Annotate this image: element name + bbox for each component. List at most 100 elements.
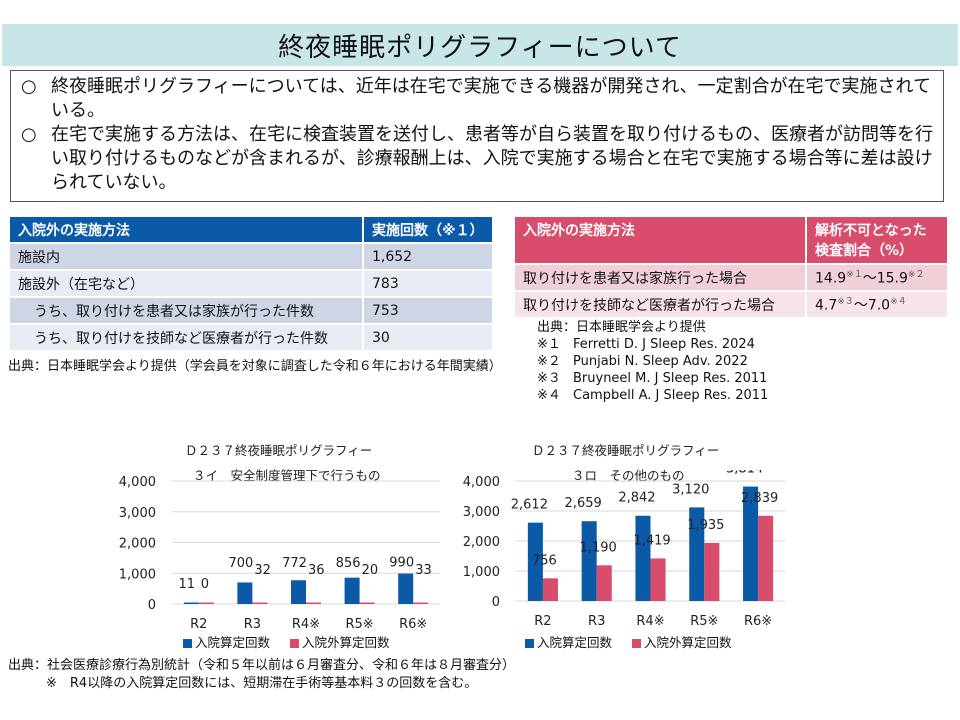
ref-mark: ※１ bbox=[846, 270, 863, 281]
bar-outpatient bbox=[758, 515, 774, 601]
bar-outpatient bbox=[596, 565, 612, 601]
ref-mark: ※２ bbox=[907, 270, 925, 281]
y-tick-label: 3,000 bbox=[463, 505, 500, 520]
row-label: うち、取り付けを技師など医療者が行った件数 bbox=[10, 325, 362, 350]
data-label: 0 bbox=[201, 577, 209, 592]
chart-2-subtitle: ３ロ その他のもの bbox=[572, 468, 685, 483]
data-label: 856 bbox=[336, 556, 361, 571]
summary-box: ○ 終夜睡眠ポリグラフィーについては、近年は在宅で実施できる機器が開発され、一定割… bbox=[10, 70, 944, 202]
x-tick-label: R6※ bbox=[399, 617, 427, 630]
row-value: 14.9※１～15.9※２ bbox=[807, 265, 947, 290]
row-value: 1,652 bbox=[364, 244, 492, 269]
summary-bullet: ○ 終夜睡眠ポリグラフィーについては、近年は在宅で実施できる機器が開発され、一定割… bbox=[21, 75, 933, 123]
ref-text: Bruyneel M. J Sleep Res. 2011 bbox=[573, 371, 768, 386]
range-high: 15.9 bbox=[876, 270, 908, 287]
x-tick-label: R2 bbox=[190, 617, 207, 630]
legend-label: 入院外算定回数 bbox=[302, 635, 390, 650]
implementation-count-table: 入院外の実施方法 実施回数（※１） 施設内 1,652 施設外（在宅など） 78… bbox=[8, 215, 494, 352]
bar-inpatient bbox=[290, 580, 306, 604]
ref-text: Punjabi N. Sleep Adv. 2022 bbox=[573, 354, 748, 369]
chart-2-title: Ｄ２３７終夜睡眠ポリグラフィー bbox=[532, 443, 720, 458]
y-tick-label: 2,000 bbox=[463, 535, 500, 550]
unanalyzable-rate-table: 入院外の実施方法 解析不可となった検査割合（%） 取り付けを患者又は家族行った場… bbox=[513, 215, 949, 319]
table-header: 入院外の実施方法 bbox=[10, 217, 362, 242]
x-tick-label: R4※ bbox=[292, 617, 320, 630]
bar-outpatient bbox=[650, 558, 666, 601]
title-bar: 終夜睡眠ポリグラフィーについて bbox=[2, 24, 958, 66]
chart-2: 0 1,000 2,000 3,000 4,000 R2 2,612 756 R3 2,659 1,… bbox=[463, 470, 785, 629]
footer-source: 出典：社会医療診療行為別統計（令和５年以前は６月審査分、令和６年は８月審査分） bbox=[8, 658, 516, 673]
ref-mark: ※３ bbox=[537, 371, 561, 386]
data-label: 36 bbox=[308, 563, 325, 578]
data-label: 20 bbox=[362, 563, 379, 578]
data-label: 33 bbox=[415, 563, 432, 578]
reference-item: ※４ Campbell A. J Sleep Res. 2011 bbox=[537, 387, 768, 404]
chart-1-legend: 入院算定回数 入院外算定回数 bbox=[183, 632, 390, 651]
table-row: うち、取り付けを患者又は家族が行った件数 753 bbox=[10, 298, 492, 323]
y-tick-label: 4,000 bbox=[463, 475, 500, 490]
table-row: 施設外（在宅など） 783 bbox=[10, 271, 492, 296]
y-tick-label: 4,000 bbox=[119, 475, 156, 490]
y-tick-label: 1,000 bbox=[119, 567, 156, 582]
bar-inpatient bbox=[237, 582, 253, 604]
summary-text: 終夜睡眠ポリグラフィーについては、近年は在宅で実施できる機器が開発され、一定割合… bbox=[51, 76, 932, 121]
bar-outpatient bbox=[198, 602, 214, 604]
data-label: 1,190 bbox=[580, 540, 617, 555]
row-label: 施設外（在宅など） bbox=[10, 271, 362, 296]
data-label: 700 bbox=[228, 556, 253, 571]
summary-text: 在宅で実施する方法は、在宅に検査装置を送付し、患者等が自ら装置を取り付けるもの、… bbox=[51, 124, 933, 193]
row-label: 取り付けを技師など医療者が行った場合 bbox=[515, 292, 805, 317]
bar-outpatient bbox=[359, 602, 375, 604]
row-value: 30 bbox=[364, 325, 492, 350]
legend-item: 入院算定回数 bbox=[525, 632, 612, 651]
chart-2-legend: 入院算定回数 入院外算定回数 bbox=[525, 632, 732, 651]
page-title: 終夜睡眠ポリグラフィーについて bbox=[278, 32, 682, 63]
data-label: 2,839 bbox=[741, 491, 778, 506]
chart-1-subtitle: ３イ 安全制度管理下で行うもの bbox=[193, 468, 381, 483]
table-row: うち、取り付けを技師など医療者が行った件数 30 bbox=[10, 325, 492, 350]
data-label: 32 bbox=[254, 563, 271, 578]
bar-inpatient bbox=[635, 515, 651, 601]
bar-outpatient bbox=[542, 578, 558, 601]
footer: 出典：社会医療診療行為別統計（令和５年以前は６月審査分、令和６年は８月審査分） … bbox=[8, 657, 515, 693]
data-label: 1,419 bbox=[633, 533, 670, 548]
data-label: 756 bbox=[532, 553, 557, 568]
legend-swatch-icon bbox=[290, 639, 300, 648]
data-label: 3,814 bbox=[726, 470, 763, 477]
ref-mark: ※１ bbox=[537, 337, 561, 352]
legend-label: 入院算定回数 bbox=[537, 635, 613, 650]
footer-note: ※ R4以降の入院算定回数には、短期滞在手術等基本料３の回数を含む。 bbox=[46, 676, 478, 691]
range-high: 7.0 bbox=[867, 297, 891, 314]
y-tick-label: 1,000 bbox=[463, 565, 500, 580]
data-label: 1,935 bbox=[687, 518, 724, 533]
row-label: 施設内 bbox=[10, 244, 362, 269]
row-value: 783 bbox=[364, 271, 492, 296]
bar-inpatient bbox=[743, 486, 759, 601]
source-text: 出典：日本睡眠学会より提供 bbox=[537, 320, 706, 335]
row-value: 753 bbox=[364, 298, 492, 323]
ref-mark: ※３ bbox=[837, 297, 854, 308]
ref-mark: ※４ bbox=[537, 388, 561, 403]
legend-label: 入院外算定回数 bbox=[644, 635, 732, 650]
bar-inpatient bbox=[183, 602, 199, 604]
legend-item: 入院外算定回数 bbox=[632, 632, 732, 651]
data-label: 2,612 bbox=[511, 498, 548, 513]
data-label: 11 bbox=[179, 577, 196, 592]
legend-label: 入院算定回数 bbox=[195, 635, 271, 650]
x-tick-label: R4※ bbox=[636, 614, 664, 629]
y-tick-label: 3,000 bbox=[119, 506, 156, 521]
legend-swatch-icon bbox=[183, 639, 192, 648]
table-row: 施設内 1,652 bbox=[10, 244, 492, 269]
data-label: 3,120 bbox=[672, 482, 709, 497]
data-label: 772 bbox=[282, 556, 307, 571]
table-header: 入院外の実施方法 bbox=[515, 217, 805, 263]
x-tick-label: R5※ bbox=[690, 614, 718, 629]
table-left-source: 出典：日本睡眠学会より提供（学会員を対象に調査した令和６年における年間実績） bbox=[8, 359, 502, 374]
data-label: 2,659 bbox=[565, 496, 602, 511]
table-row: 取り付けを技師など医療者が行った場合 4.7※３～7.0※４ bbox=[515, 292, 947, 317]
reference-item: ※３ Bruyneel M. J Sleep Res. 2011 bbox=[537, 370, 768, 387]
data-label: 990 bbox=[389, 556, 414, 571]
x-tick-label: R3 bbox=[588, 614, 605, 629]
table-header: 実施回数（※１） bbox=[364, 217, 492, 242]
